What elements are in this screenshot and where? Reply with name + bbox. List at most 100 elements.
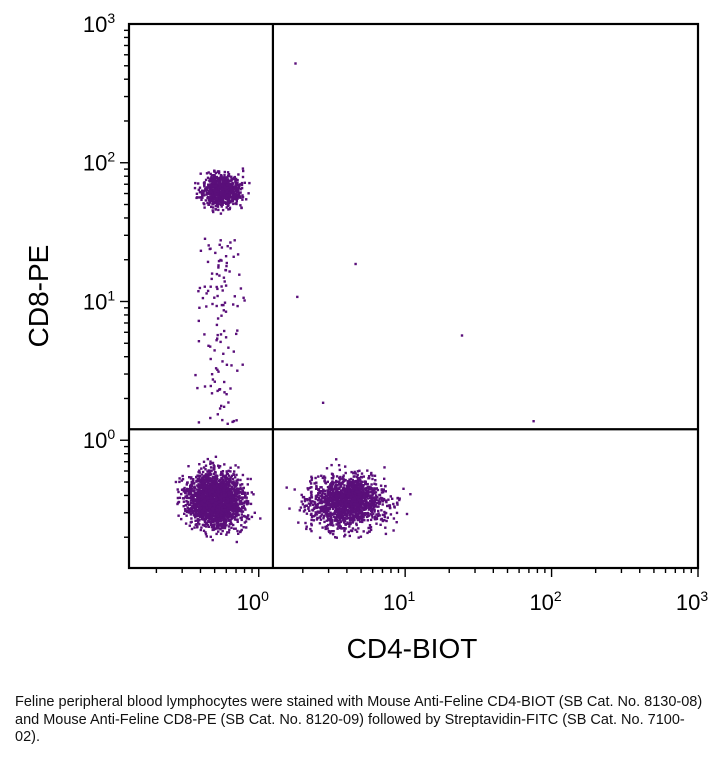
event-dot [335,523,338,526]
event-dot [232,513,235,516]
event-dot [306,487,309,490]
event-dot [216,193,219,197]
event-dot [310,490,313,493]
event-dot [347,502,350,505]
event-dot [371,474,374,477]
event-dot [188,493,191,496]
event-dot [230,491,233,495]
event-dot [356,477,360,480]
event-dot [318,501,321,505]
event-dot [395,521,398,524]
event-dot [222,192,226,195]
event-dot [353,487,357,490]
event-dot [191,487,194,490]
event-dot [233,516,236,519]
event-dot [209,516,212,519]
event-dot [209,177,212,180]
event-dot [192,502,195,506]
event-dot [294,62,297,65]
event-dot [201,494,204,497]
event-dot [182,500,186,503]
event-dot [368,491,371,494]
event-dot [202,529,206,532]
event-dot [199,196,202,199]
event-dot [241,496,244,499]
event-dot [232,511,235,514]
event-dot [285,486,288,489]
event-dot [216,489,219,492]
event-dot [219,176,222,180]
event-dot [222,497,226,501]
event-dot [355,485,358,489]
event-dot [208,180,212,183]
event-dot [205,501,209,505]
event-dot [309,501,313,504]
event-dot [228,194,232,197]
event-dot [357,489,361,492]
event-dot [209,499,213,502]
event-dot [312,519,315,522]
event-dot [342,518,345,522]
event-dot [322,475,326,478]
event-dot [377,502,381,505]
event-dot [225,393,228,396]
event-dot [208,200,212,203]
event-dot [247,514,250,517]
event-dot [347,503,350,507]
event-dot [321,496,324,500]
event-dot [369,473,373,476]
event-dot [351,508,355,511]
event-dot [369,487,372,490]
event-dot [355,487,358,490]
event-dot [348,478,351,481]
event-dot [226,178,230,181]
event-dot [367,526,370,530]
event-dot [378,514,381,517]
event-dot [343,516,346,520]
event-dot [197,340,201,343]
event-dot [309,527,312,531]
event-dot [196,386,199,390]
event-dot [226,508,229,512]
event-dot [221,177,225,181]
event-dot [220,511,223,515]
event-dot [358,490,361,494]
event-dot [214,367,218,370]
event-dot [366,501,370,504]
event-dot [214,520,218,523]
event-dot [224,310,228,313]
event-dot [217,186,220,189]
event-dot [349,493,352,496]
event-dot [238,497,242,500]
event-dot [343,506,346,509]
event-dot [405,512,409,516]
event-dot [303,499,307,503]
event-dot [224,521,227,524]
event-dot [196,477,199,480]
event-dot [208,489,211,492]
event-dot [332,530,335,533]
event-dot [217,514,220,518]
event-dot [300,493,303,497]
event-dot [398,497,401,500]
event-dot [307,507,310,510]
event-dot [224,196,228,199]
y-tick-label: 101 [83,287,115,314]
event-dot [373,510,376,513]
event-dot [196,492,199,496]
event-dot [222,489,225,492]
event-dot [327,517,330,520]
event-dot [360,520,363,523]
event-dot [232,516,235,519]
event-dot [252,493,255,496]
event-dot [207,203,211,206]
event-dot [341,515,345,518]
event-dot [204,464,208,467]
event-dot [238,502,241,506]
event-dot [368,485,371,489]
event-dot [220,504,223,507]
event-dot [220,493,223,496]
event-dot [212,202,215,206]
event-dot [186,481,189,484]
event-dot [203,194,206,197]
